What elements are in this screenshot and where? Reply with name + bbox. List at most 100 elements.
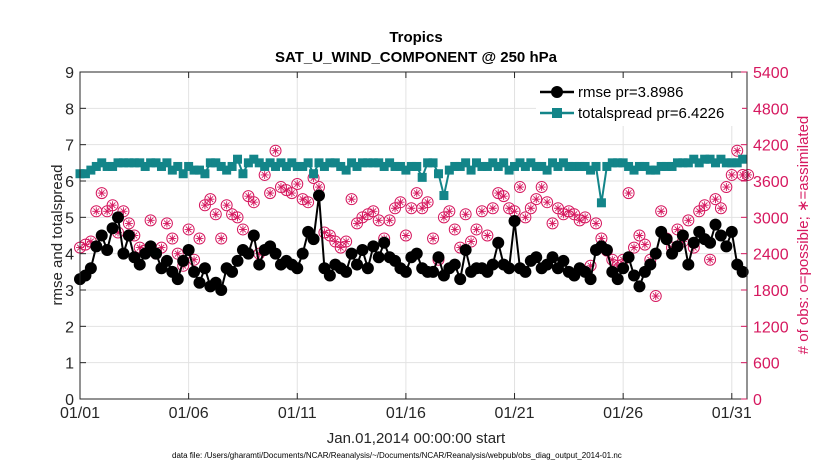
rmse-point (709, 218, 722, 231)
totalspread-point (412, 161, 422, 171)
obs-point (215, 232, 228, 245)
totalspread-point (352, 161, 362, 171)
obs-point (399, 229, 412, 242)
totalspread-series (75, 154, 748, 208)
x-axis: 01/01 01/06 01/11 01/16 01/21 01/26 01/31 (60, 72, 752, 422)
obs-point (367, 205, 380, 218)
obs-point (193, 232, 206, 245)
totalspread-point (591, 161, 601, 171)
rmse-point (486, 258, 499, 271)
totalspread-point (575, 161, 585, 171)
totalspread-point (607, 158, 617, 168)
totalspread-point (526, 158, 536, 168)
rmse-point (215, 284, 228, 296)
totalspread-point (558, 158, 568, 168)
obs-point (405, 202, 418, 215)
obs-point (486, 202, 499, 215)
totalspread-point (341, 165, 351, 175)
totalspread-point (618, 158, 628, 168)
y2-tick-label: 4200 (753, 138, 789, 155)
obs-point (231, 211, 244, 224)
obs-point (628, 241, 641, 254)
rmse-point (198, 262, 211, 275)
totalspread-point (580, 161, 590, 171)
totalspread-point (656, 161, 666, 171)
legend: rmse pr=3.8986 totalspread pr=6.4226 (536, 78, 742, 126)
legend-box (536, 78, 742, 126)
rmse-point (345, 247, 358, 260)
obs-point (519, 211, 532, 224)
y-axis-label: rmse and totalspread (49, 165, 66, 306)
obs-point (633, 229, 646, 242)
rmse-point (660, 233, 673, 246)
rmse-point (171, 273, 184, 286)
totalspread-point (472, 158, 482, 168)
y2-tick-label: 1800 (753, 283, 789, 300)
rmse-point (546, 251, 559, 264)
obs-point (236, 223, 249, 236)
totalspread-point (292, 161, 302, 171)
rmse-point (503, 262, 516, 275)
rmse-point (269, 247, 282, 260)
totalspread-point (531, 161, 541, 171)
totalspread-point (493, 161, 503, 171)
obs-point (579, 211, 592, 224)
plot-frame (79, 71, 748, 400)
totalspread-point (189, 165, 199, 175)
totalspread-point (488, 158, 498, 168)
totalspread-point (553, 161, 563, 171)
rmse-point (117, 247, 130, 260)
obs-point (345, 193, 358, 206)
obs-point (655, 205, 668, 218)
totalspread-point (80, 169, 90, 179)
obs-point (475, 205, 488, 218)
rmse-point (736, 265, 749, 278)
totalspread-point (732, 158, 742, 168)
obs-point (465, 235, 478, 248)
rmse-point (617, 262, 630, 275)
rmse-point (671, 240, 684, 253)
chart-subtitle: SAT_U_WIND_COMPONENT @ 250 hPa (275, 49, 558, 66)
totalspread-point (205, 158, 215, 168)
rmse-point (649, 247, 662, 260)
obs-point (481, 229, 494, 242)
obs-point (459, 208, 472, 221)
y-axis-left: 0 1 2 3 4 5 6 7 8 9 (65, 65, 86, 409)
y2-tick-label: 0 (753, 392, 762, 409)
totalspread-point (564, 161, 574, 171)
rmse-point (432, 251, 445, 264)
rmse-point (101, 244, 114, 257)
rmse-point (193, 276, 206, 289)
totalspread-point (173, 161, 183, 171)
obs-point (421, 196, 434, 209)
totalspread-point (499, 158, 509, 168)
obs-point (340, 235, 353, 248)
totalspread-point (700, 154, 710, 164)
obs-point (731, 144, 744, 157)
totalspread-point (710, 158, 720, 168)
totalspread-point (482, 161, 492, 171)
rmse-point (351, 258, 364, 271)
x-tick-label: 01/26 (603, 405, 643, 422)
totalspread-point (428, 158, 438, 168)
totalspread-point (634, 161, 644, 171)
totalspread-point (135, 158, 145, 168)
rmse-point (323, 269, 336, 282)
obs-point (410, 187, 423, 200)
totalspread-point (683, 158, 693, 168)
totalspread-point (233, 154, 243, 164)
rmse-point (307, 233, 320, 246)
totalspread-point (265, 158, 275, 168)
rmse-point (226, 265, 239, 278)
rmse-point (312, 189, 325, 202)
totalspread-point (721, 158, 731, 168)
obs-point (622, 187, 635, 200)
obs-point (285, 187, 298, 200)
totalspread-point (645, 165, 655, 175)
y-tick-label: 4 (65, 247, 74, 264)
rmse-point (704, 236, 717, 249)
rmse-point (448, 258, 461, 271)
totalspread-point (504, 165, 514, 175)
rmse-point (644, 258, 657, 271)
